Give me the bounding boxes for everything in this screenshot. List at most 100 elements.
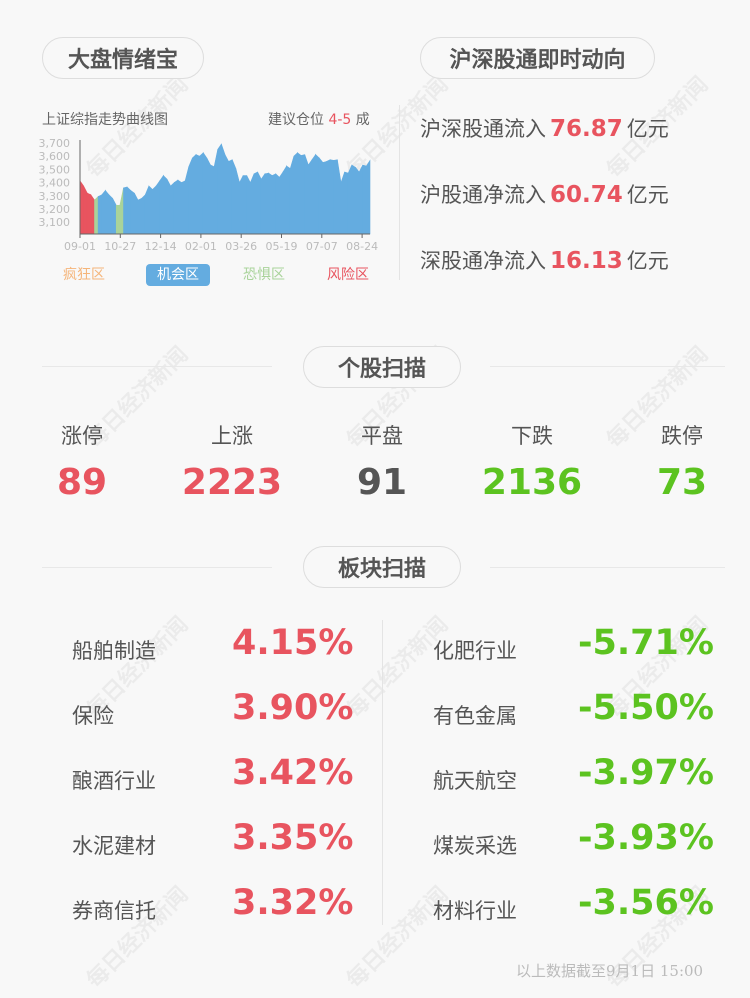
area-segment xyxy=(97,194,103,235)
stat-value: 89 xyxy=(56,462,108,503)
stat-label: 上涨 xyxy=(211,424,253,448)
suggest-unit: 成 xyxy=(355,112,370,128)
area-segment xyxy=(351,164,356,235)
flow-row: 沪股通净流入 60.74 亿元 xyxy=(420,179,669,209)
area-segment xyxy=(333,159,338,235)
area-segment xyxy=(282,165,287,235)
x-tick-label: 12-14 xyxy=(145,240,177,253)
area-segment xyxy=(199,152,204,235)
stat-value: 91 xyxy=(356,462,408,503)
sector-name: 煤炭采选 xyxy=(433,834,517,858)
stat-value: 2136 xyxy=(481,462,583,503)
area-segment xyxy=(188,157,193,235)
sector-name: 酿酒行业 xyxy=(72,769,156,793)
area-segment xyxy=(311,153,316,235)
stock-stat: 跌停 73 xyxy=(622,420,742,503)
area-segment xyxy=(155,179,161,235)
area-segment xyxy=(275,173,280,235)
area-segment xyxy=(366,159,371,235)
section-title-market-mood: 大盘情绪宝 xyxy=(42,37,204,79)
x-tick-label: 07-07 xyxy=(306,240,338,253)
area-segment xyxy=(108,194,113,235)
area-segment xyxy=(159,174,164,235)
y-tick-label: 3,400 xyxy=(39,177,71,190)
sector-change: 4.15% xyxy=(232,623,354,663)
area-segment xyxy=(101,189,106,235)
section-title-stock-scan: 个股扫描 xyxy=(303,346,461,388)
flow-label: 深股通净流入 xyxy=(420,249,546,273)
sector-change: -5.50% xyxy=(578,688,714,728)
area-segment xyxy=(340,171,345,235)
flow-label: 沪深股通流入 xyxy=(420,117,546,141)
area-segment xyxy=(231,159,237,235)
stock-stat: 涨停 89 xyxy=(22,420,142,503)
x-tick-label: 02-01 xyxy=(185,240,217,253)
legend-item[interactable]: 风险区 xyxy=(327,267,369,283)
area-segment xyxy=(206,157,211,235)
area-segment xyxy=(90,193,95,235)
area-segment xyxy=(253,171,258,235)
area-segment xyxy=(221,143,226,235)
section-title-sector-scan: 板块扫描 xyxy=(303,546,461,588)
y-tick-label: 3,500 xyxy=(39,163,71,176)
area-segment xyxy=(268,172,273,235)
area-segment xyxy=(119,187,124,235)
legend-item[interactable]: 疯狂区 xyxy=(63,267,105,283)
y-tick-label: 3,100 xyxy=(39,216,71,229)
stock-stat: 平盘 91 xyxy=(322,420,442,503)
sector-change: -3.97% xyxy=(578,753,714,793)
area-segment xyxy=(141,194,146,235)
area-segment xyxy=(304,154,309,235)
x-tick-label: 10-27 xyxy=(104,240,136,253)
legend-item[interactable]: 机会区 xyxy=(146,264,210,286)
divider xyxy=(42,366,272,367)
data-timestamp: 以上数据截至9月1日 15:00 xyxy=(516,962,704,980)
area-segment xyxy=(235,168,240,235)
area-segment xyxy=(152,185,157,235)
area-segment xyxy=(202,151,208,235)
suggested-position: 建议仓位 4-5 成 xyxy=(268,109,370,129)
x-tick-label: 03-26 xyxy=(225,240,257,253)
area-segment xyxy=(192,153,197,235)
area-segment xyxy=(217,143,222,235)
suggest-label: 建议仓位 xyxy=(268,112,324,128)
area-segment xyxy=(286,165,291,235)
divider xyxy=(490,567,725,568)
area-segment xyxy=(184,166,190,235)
area-segment xyxy=(126,186,132,235)
legend-item[interactable]: 恐惧区 xyxy=(243,267,285,283)
divider xyxy=(382,620,383,925)
area-segment xyxy=(293,152,298,235)
flow-label: 沪股通净流入 xyxy=(420,183,546,207)
flow-value: 16.13 xyxy=(550,248,623,274)
area-segment xyxy=(242,175,248,235)
sector-change: 3.90% xyxy=(232,688,354,728)
stat-value: 2223 xyxy=(181,462,283,503)
stat-value: 73 xyxy=(656,462,708,503)
area-segment xyxy=(224,154,229,235)
area-segment xyxy=(144,185,150,235)
area-segment xyxy=(250,173,255,235)
area-segment xyxy=(355,166,360,235)
sector-name: 水泥建材 xyxy=(72,834,156,858)
flow-value: 60.74 xyxy=(550,182,623,208)
area-segment xyxy=(173,179,179,235)
area-segment xyxy=(318,157,324,235)
area-segment xyxy=(260,172,266,235)
chart-title: 上证综指走势曲线图 xyxy=(42,112,168,128)
area-segment xyxy=(264,172,269,235)
area-segment xyxy=(308,158,313,235)
flow-row: 深股通净流入 16.13 亿元 xyxy=(420,245,669,275)
sector-name: 券商信托 xyxy=(72,899,156,923)
area-segment xyxy=(297,152,302,235)
stat-label: 平盘 xyxy=(361,424,403,448)
area-segment xyxy=(362,164,367,235)
sector-name: 航天航空 xyxy=(433,769,517,793)
area-segment xyxy=(94,195,99,235)
sector-name: 保险 xyxy=(72,704,114,728)
area-segment xyxy=(86,192,92,235)
area-segment xyxy=(130,189,135,235)
divider xyxy=(399,105,400,280)
sector-change: -3.56% xyxy=(578,883,714,923)
